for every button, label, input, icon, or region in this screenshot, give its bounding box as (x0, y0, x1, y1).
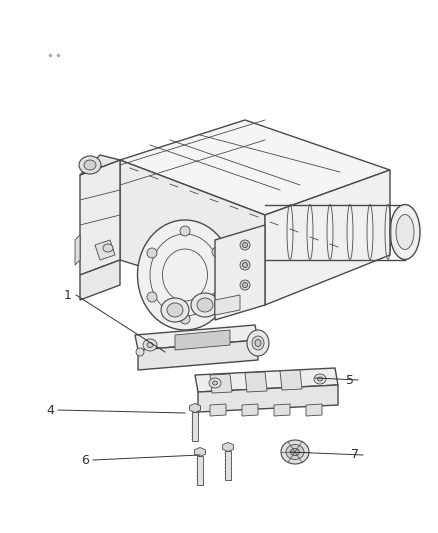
Polygon shape (305, 404, 321, 416)
Polygon shape (215, 295, 240, 315)
Ellipse shape (197, 298, 212, 312)
Polygon shape (95, 240, 115, 260)
Polygon shape (209, 404, 226, 416)
Text: 4: 4 (46, 403, 54, 416)
Polygon shape (191, 413, 198, 441)
Ellipse shape (208, 378, 220, 388)
Polygon shape (80, 155, 120, 175)
Ellipse shape (180, 226, 190, 236)
Polygon shape (209, 374, 231, 393)
Polygon shape (241, 404, 258, 416)
Polygon shape (120, 160, 265, 305)
Polygon shape (224, 451, 231, 480)
Ellipse shape (251, 336, 263, 350)
Polygon shape (194, 448, 205, 456)
Ellipse shape (247, 330, 268, 356)
Ellipse shape (313, 374, 325, 384)
Ellipse shape (147, 248, 157, 258)
Ellipse shape (389, 205, 419, 260)
Ellipse shape (212, 381, 217, 385)
Text: 6: 6 (81, 454, 89, 466)
Text: 7: 7 (350, 448, 358, 462)
Ellipse shape (166, 303, 183, 317)
Ellipse shape (254, 340, 261, 346)
Polygon shape (215, 225, 265, 320)
Ellipse shape (147, 343, 153, 348)
Ellipse shape (84, 160, 96, 170)
Ellipse shape (143, 339, 157, 351)
Ellipse shape (137, 220, 232, 330)
Polygon shape (279, 370, 301, 390)
Ellipse shape (280, 440, 308, 464)
Text: 1: 1 (64, 288, 72, 302)
Polygon shape (135, 325, 258, 350)
Ellipse shape (147, 292, 157, 302)
Polygon shape (196, 456, 203, 486)
Ellipse shape (180, 314, 190, 324)
Ellipse shape (212, 247, 222, 257)
Ellipse shape (290, 448, 299, 456)
Polygon shape (75, 235, 80, 265)
Ellipse shape (240, 280, 249, 290)
Polygon shape (222, 442, 233, 451)
Polygon shape (194, 368, 337, 392)
Ellipse shape (395, 214, 413, 249)
Ellipse shape (212, 292, 222, 302)
Ellipse shape (285, 445, 303, 459)
Polygon shape (80, 160, 120, 275)
Polygon shape (198, 385, 337, 412)
Ellipse shape (240, 260, 249, 270)
Ellipse shape (242, 243, 247, 247)
Polygon shape (80, 260, 120, 300)
Polygon shape (175, 330, 230, 350)
Polygon shape (138, 340, 258, 370)
Polygon shape (265, 170, 389, 305)
Ellipse shape (240, 240, 249, 250)
Ellipse shape (79, 156, 101, 174)
Ellipse shape (242, 262, 247, 268)
Polygon shape (189, 403, 200, 413)
Ellipse shape (161, 298, 189, 322)
Polygon shape (120, 120, 389, 215)
Polygon shape (244, 372, 266, 392)
Ellipse shape (242, 282, 247, 287)
Text: 5: 5 (345, 374, 353, 386)
Ellipse shape (317, 377, 322, 381)
Ellipse shape (191, 293, 219, 317)
Polygon shape (273, 404, 290, 416)
Ellipse shape (136, 348, 144, 356)
Ellipse shape (103, 244, 113, 252)
